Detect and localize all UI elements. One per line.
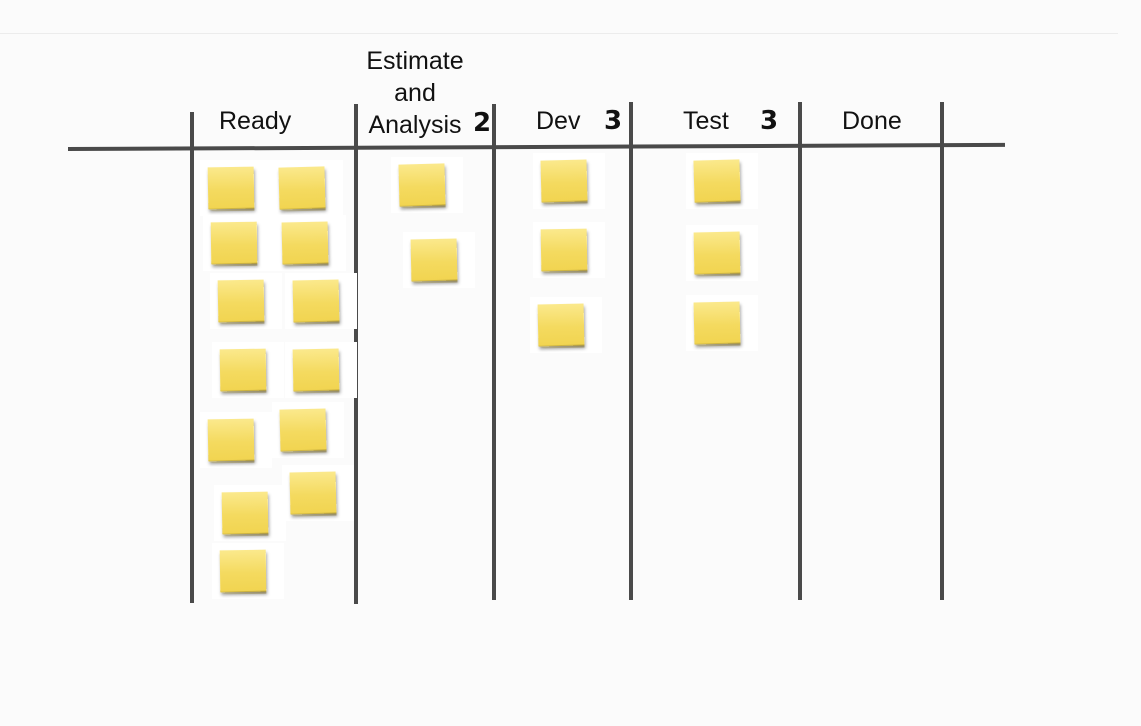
wip-limit-estimate: 2 [473,108,492,138]
column-title-line: Estimate [366,47,464,75]
sticky-note[interactable] [533,222,605,278]
sticky-note[interactable] [686,153,758,209]
sticky-note[interactable] [686,225,758,281]
column-title-line: and [394,79,436,107]
sticky-note-paper [279,408,327,452]
column-title-dev: Dev [536,107,581,135]
sticky-note-paper [207,418,255,462]
sticky-note[interactable] [272,402,344,458]
sticky-note-paper [207,166,255,210]
column-divider-5 [798,102,802,600]
column-title-ready: Ready [219,107,292,135]
sticky-note-paper [221,491,269,535]
column-title-estimate-analysis: Estimate and Analysis [362,45,468,141]
sticky-note-paper [540,228,588,272]
top-rule [0,33,1118,34]
sticky-note-paper [281,221,329,265]
sticky-note[interactable] [686,295,758,351]
sticky-note[interactable] [403,232,475,288]
sticky-note[interactable] [533,153,605,209]
sticky-note-paper [219,348,267,392]
sticky-note[interactable] [530,297,602,353]
header-divider [67,142,1005,151]
sticky-note-paper [398,163,446,207]
column-title-line: Analysis [368,111,462,139]
sticky-note[interactable] [285,273,357,329]
column-divider-6 [940,102,944,600]
sticky-note-paper [289,471,337,515]
sticky-note-paper [219,549,267,593]
column-divider-1 [190,112,194,603]
sticky-note[interactable] [285,342,357,398]
sticky-note-paper [537,303,585,347]
sticky-note-paper [210,221,258,265]
sticky-note-paper [278,166,326,210]
column-title-test: Test [683,107,729,135]
sticky-note[interactable] [214,485,286,541]
sticky-note-paper [410,238,458,282]
sticky-note[interactable] [212,342,284,398]
wip-limit-test: 3 [760,106,779,136]
column-divider-4 [629,102,633,600]
sticky-note[interactable] [282,465,354,521]
sticky-note-paper [217,279,265,323]
sticky-note[interactable] [274,215,346,271]
sticky-note-paper [540,159,588,203]
sticky-note-paper [693,301,741,345]
sticky-note[interactable] [271,160,343,216]
sticky-note-paper [292,279,340,323]
sticky-note[interactable] [203,215,275,271]
sticky-note[interactable] [391,157,463,213]
sticky-note[interactable] [200,412,272,468]
sticky-note-paper [292,348,340,392]
sticky-note[interactable] [212,543,284,599]
sticky-note[interactable] [210,273,282,329]
wip-limit-dev: 3 [604,106,623,136]
sticky-note-paper [693,231,741,275]
sticky-note-paper [693,159,741,203]
sticky-note[interactable] [200,160,272,216]
column-divider-3 [492,104,496,600]
column-title-done: Done [842,107,902,135]
